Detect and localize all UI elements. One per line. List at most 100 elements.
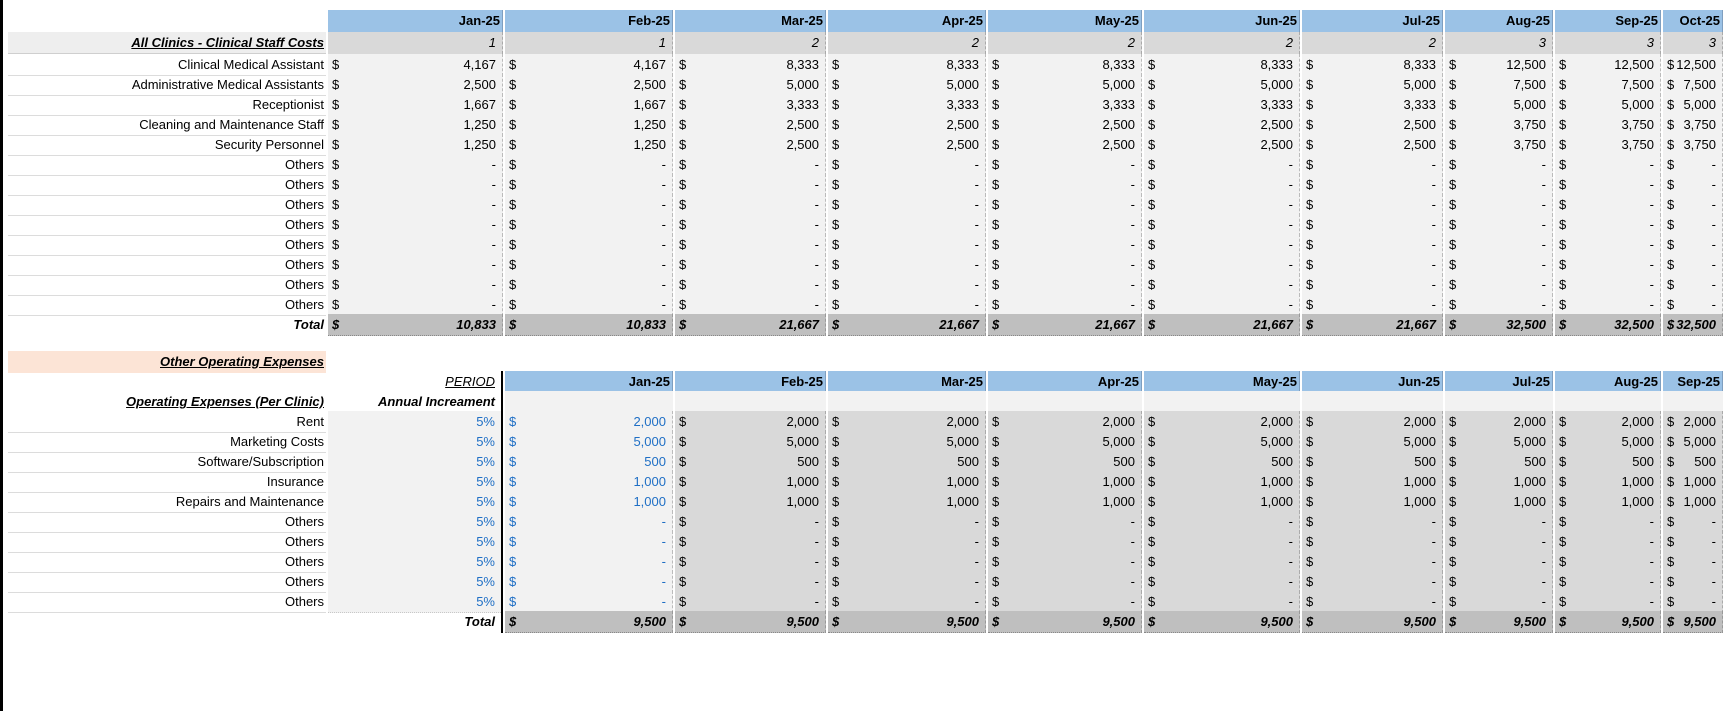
staff-value-cell[interactable]: $5,000 — [828, 74, 986, 96]
staff-total-cell[interactable]: $32,500 — [1663, 314, 1723, 336]
staff-value-cell[interactable]: $2,500 — [1302, 114, 1443, 136]
staff-value-cell[interactable]: $5,000 — [988, 74, 1142, 96]
month-header-cell[interactable]: Feb-25 — [505, 10, 673, 32]
staff-value-cell[interactable]: $ - — [1144, 294, 1300, 316]
staff-value-cell[interactable]: $3,333 — [675, 94, 826, 116]
staff-value-cell[interactable]: $7,500 — [1445, 74, 1553, 96]
staff-value-cell[interactable]: $ - — [1663, 234, 1723, 256]
annual-increment-input[interactable]: 5% — [328, 591, 503, 613]
staff-total-cell[interactable]: $21,667 — [675, 314, 826, 336]
staff-value-cell[interactable]: $ - — [328, 154, 503, 176]
staff-total-cell[interactable]: $21,667 — [1302, 314, 1443, 336]
opex-value-cell[interactable]: $1,000 — [1663, 491, 1723, 513]
opex-value-cell[interactable]: $ - — [1555, 591, 1661, 613]
opex-value-cell[interactable]: $500 — [1663, 451, 1723, 473]
staff-value-cell[interactable]: $ - — [988, 234, 1142, 256]
staff-value-cell[interactable]: $ - — [328, 234, 503, 256]
annual-increment-input[interactable]: 5% — [328, 491, 503, 513]
staff-value-cell[interactable]: $ - — [505, 254, 673, 276]
month-header-cell[interactable]: Feb-25 — [675, 371, 826, 393]
opex-value-cell[interactable]: $ - — [1302, 511, 1443, 533]
opex-value-cell[interactable]: $ - — [675, 551, 826, 573]
staff-value-cell[interactable]: $ - — [675, 234, 826, 256]
staff-value-cell[interactable]: $ - — [505, 234, 673, 256]
staff-value-cell[interactable]: $5,000 — [1445, 94, 1553, 116]
opex-value-cell[interactable]: $1,000 — [1663, 471, 1723, 493]
staff-value-cell[interactable]: $ - — [1445, 254, 1553, 276]
staff-value-cell[interactable]: $3,333 — [1302, 94, 1443, 116]
opex-value-cell[interactable]: $ - — [1144, 531, 1300, 553]
staff-value-cell[interactable]: $ - — [828, 294, 986, 316]
opex-total-cell[interactable]: $9,500 — [1144, 611, 1300, 633]
staff-value-cell[interactable]: $ - — [828, 194, 986, 216]
staff-value-cell[interactable]: $ - — [675, 194, 826, 216]
opex-input-cell[interactable]: $ - — [505, 551, 673, 573]
staff-value-cell[interactable]: $ - — [1445, 154, 1553, 176]
annual-increment-input[interactable]: 5% — [328, 531, 503, 553]
staff-value-cell[interactable]: $ - — [1144, 194, 1300, 216]
opex-value-cell[interactable]: $2,000 — [1302, 411, 1443, 433]
staff-count-cell[interactable]: 2 — [1144, 32, 1300, 54]
staff-value-cell[interactable]: $ - — [328, 194, 503, 216]
opex-value-cell[interactable]: $ - — [828, 571, 986, 593]
opex-total-cell[interactable]: $9,500 — [505, 611, 673, 633]
staff-value-cell[interactable]: $2,500 — [328, 74, 503, 96]
staff-value-cell[interactable]: $ - — [1663, 194, 1723, 216]
month-header-cell[interactable]: Jun-25 — [1302, 371, 1443, 393]
staff-value-cell[interactable]: $ - — [675, 174, 826, 196]
staff-value-cell[interactable]: $ - — [505, 174, 673, 196]
opex-value-cell[interactable]: $ - — [1663, 571, 1723, 593]
opex-value-cell[interactable]: $1,000 — [828, 491, 986, 513]
opex-value-cell[interactable]: $1,000 — [1302, 491, 1443, 513]
staff-value-cell[interactable]: $ - — [328, 254, 503, 276]
staff-value-cell[interactable]: $ - — [1555, 214, 1661, 236]
staff-value-cell[interactable]: $ - — [1302, 194, 1443, 216]
staff-count-cell[interactable]: 3 — [1663, 32, 1723, 54]
opex-value-cell[interactable]: $5,000 — [1555, 431, 1661, 453]
opex-value-cell[interactable]: $500 — [988, 451, 1142, 473]
staff-value-cell[interactable]: $2,500 — [1144, 134, 1300, 156]
staff-value-cell[interactable]: $3,750 — [1555, 134, 1661, 156]
staff-value-cell[interactable]: $7,500 — [1663, 74, 1723, 96]
opex-value-cell[interactable]: $500 — [1555, 451, 1661, 473]
staff-value-cell[interactable]: $ - — [1144, 254, 1300, 276]
staff-value-cell[interactable]: $ - — [1302, 294, 1443, 316]
opex-value-cell[interactable]: $500 — [828, 451, 986, 473]
opex-value-cell[interactable]: $5,000 — [1302, 431, 1443, 453]
staff-value-cell[interactable]: $ - — [1302, 174, 1443, 196]
opex-value-cell[interactable]: $ - — [1144, 551, 1300, 573]
staff-value-cell[interactable]: $ - — [988, 174, 1142, 196]
staff-value-cell[interactable]: $2,500 — [1144, 114, 1300, 136]
staff-value-cell[interactable]: $ - — [1555, 174, 1661, 196]
staff-count-cell[interactable]: 3 — [1445, 32, 1553, 54]
staff-value-cell[interactable]: $ - — [1663, 274, 1723, 296]
staff-value-cell[interactable]: $ - — [1555, 274, 1661, 296]
staff-value-cell[interactable]: $ - — [675, 154, 826, 176]
opex-value-cell[interactable]: $1,000 — [1555, 491, 1661, 513]
opex-value-cell[interactable]: $500 — [675, 451, 826, 473]
opex-value-cell[interactable]: $ - — [988, 551, 1142, 573]
staff-value-cell[interactable]: $ - — [675, 254, 826, 276]
staff-value-cell[interactable]: $ - — [1445, 274, 1553, 296]
opex-value-cell[interactable]: $ - — [988, 511, 1142, 533]
staff-count-cell[interactable]: 2 — [988, 32, 1142, 54]
opex-value-cell[interactable]: $1,000 — [1445, 471, 1553, 493]
staff-value-cell[interactable]: $ - — [675, 214, 826, 236]
opex-value-cell[interactable]: $1,000 — [988, 471, 1142, 493]
staff-value-cell[interactable]: $5,000 — [1663, 94, 1723, 116]
opex-value-cell[interactable]: $ - — [828, 511, 986, 533]
annual-increment-input[interactable]: 5% — [328, 511, 503, 533]
month-header-cell[interactable]: Sep-25 — [1663, 371, 1723, 393]
month-header-cell[interactable]: Jul-25 — [1302, 10, 1443, 32]
opex-value-cell[interactable]: $ - — [1302, 531, 1443, 553]
staff-value-cell[interactable]: $ - — [988, 214, 1142, 236]
staff-value-cell[interactable]: $8,333 — [1144, 54, 1300, 76]
opex-value-cell[interactable]: $1,000 — [1445, 491, 1553, 513]
month-header-cell[interactable]: Aug-25 — [1555, 371, 1661, 393]
opex-input-cell[interactable]: $1,000 — [505, 491, 673, 513]
staff-value-cell[interactable]: $3,750 — [1555, 114, 1661, 136]
staff-value-cell[interactable]: $ - — [1555, 154, 1661, 176]
opex-value-cell[interactable]: $ - — [1445, 531, 1553, 553]
staff-value-cell[interactable]: $ - — [988, 294, 1142, 316]
staff-value-cell[interactable]: $ - — [675, 294, 826, 316]
